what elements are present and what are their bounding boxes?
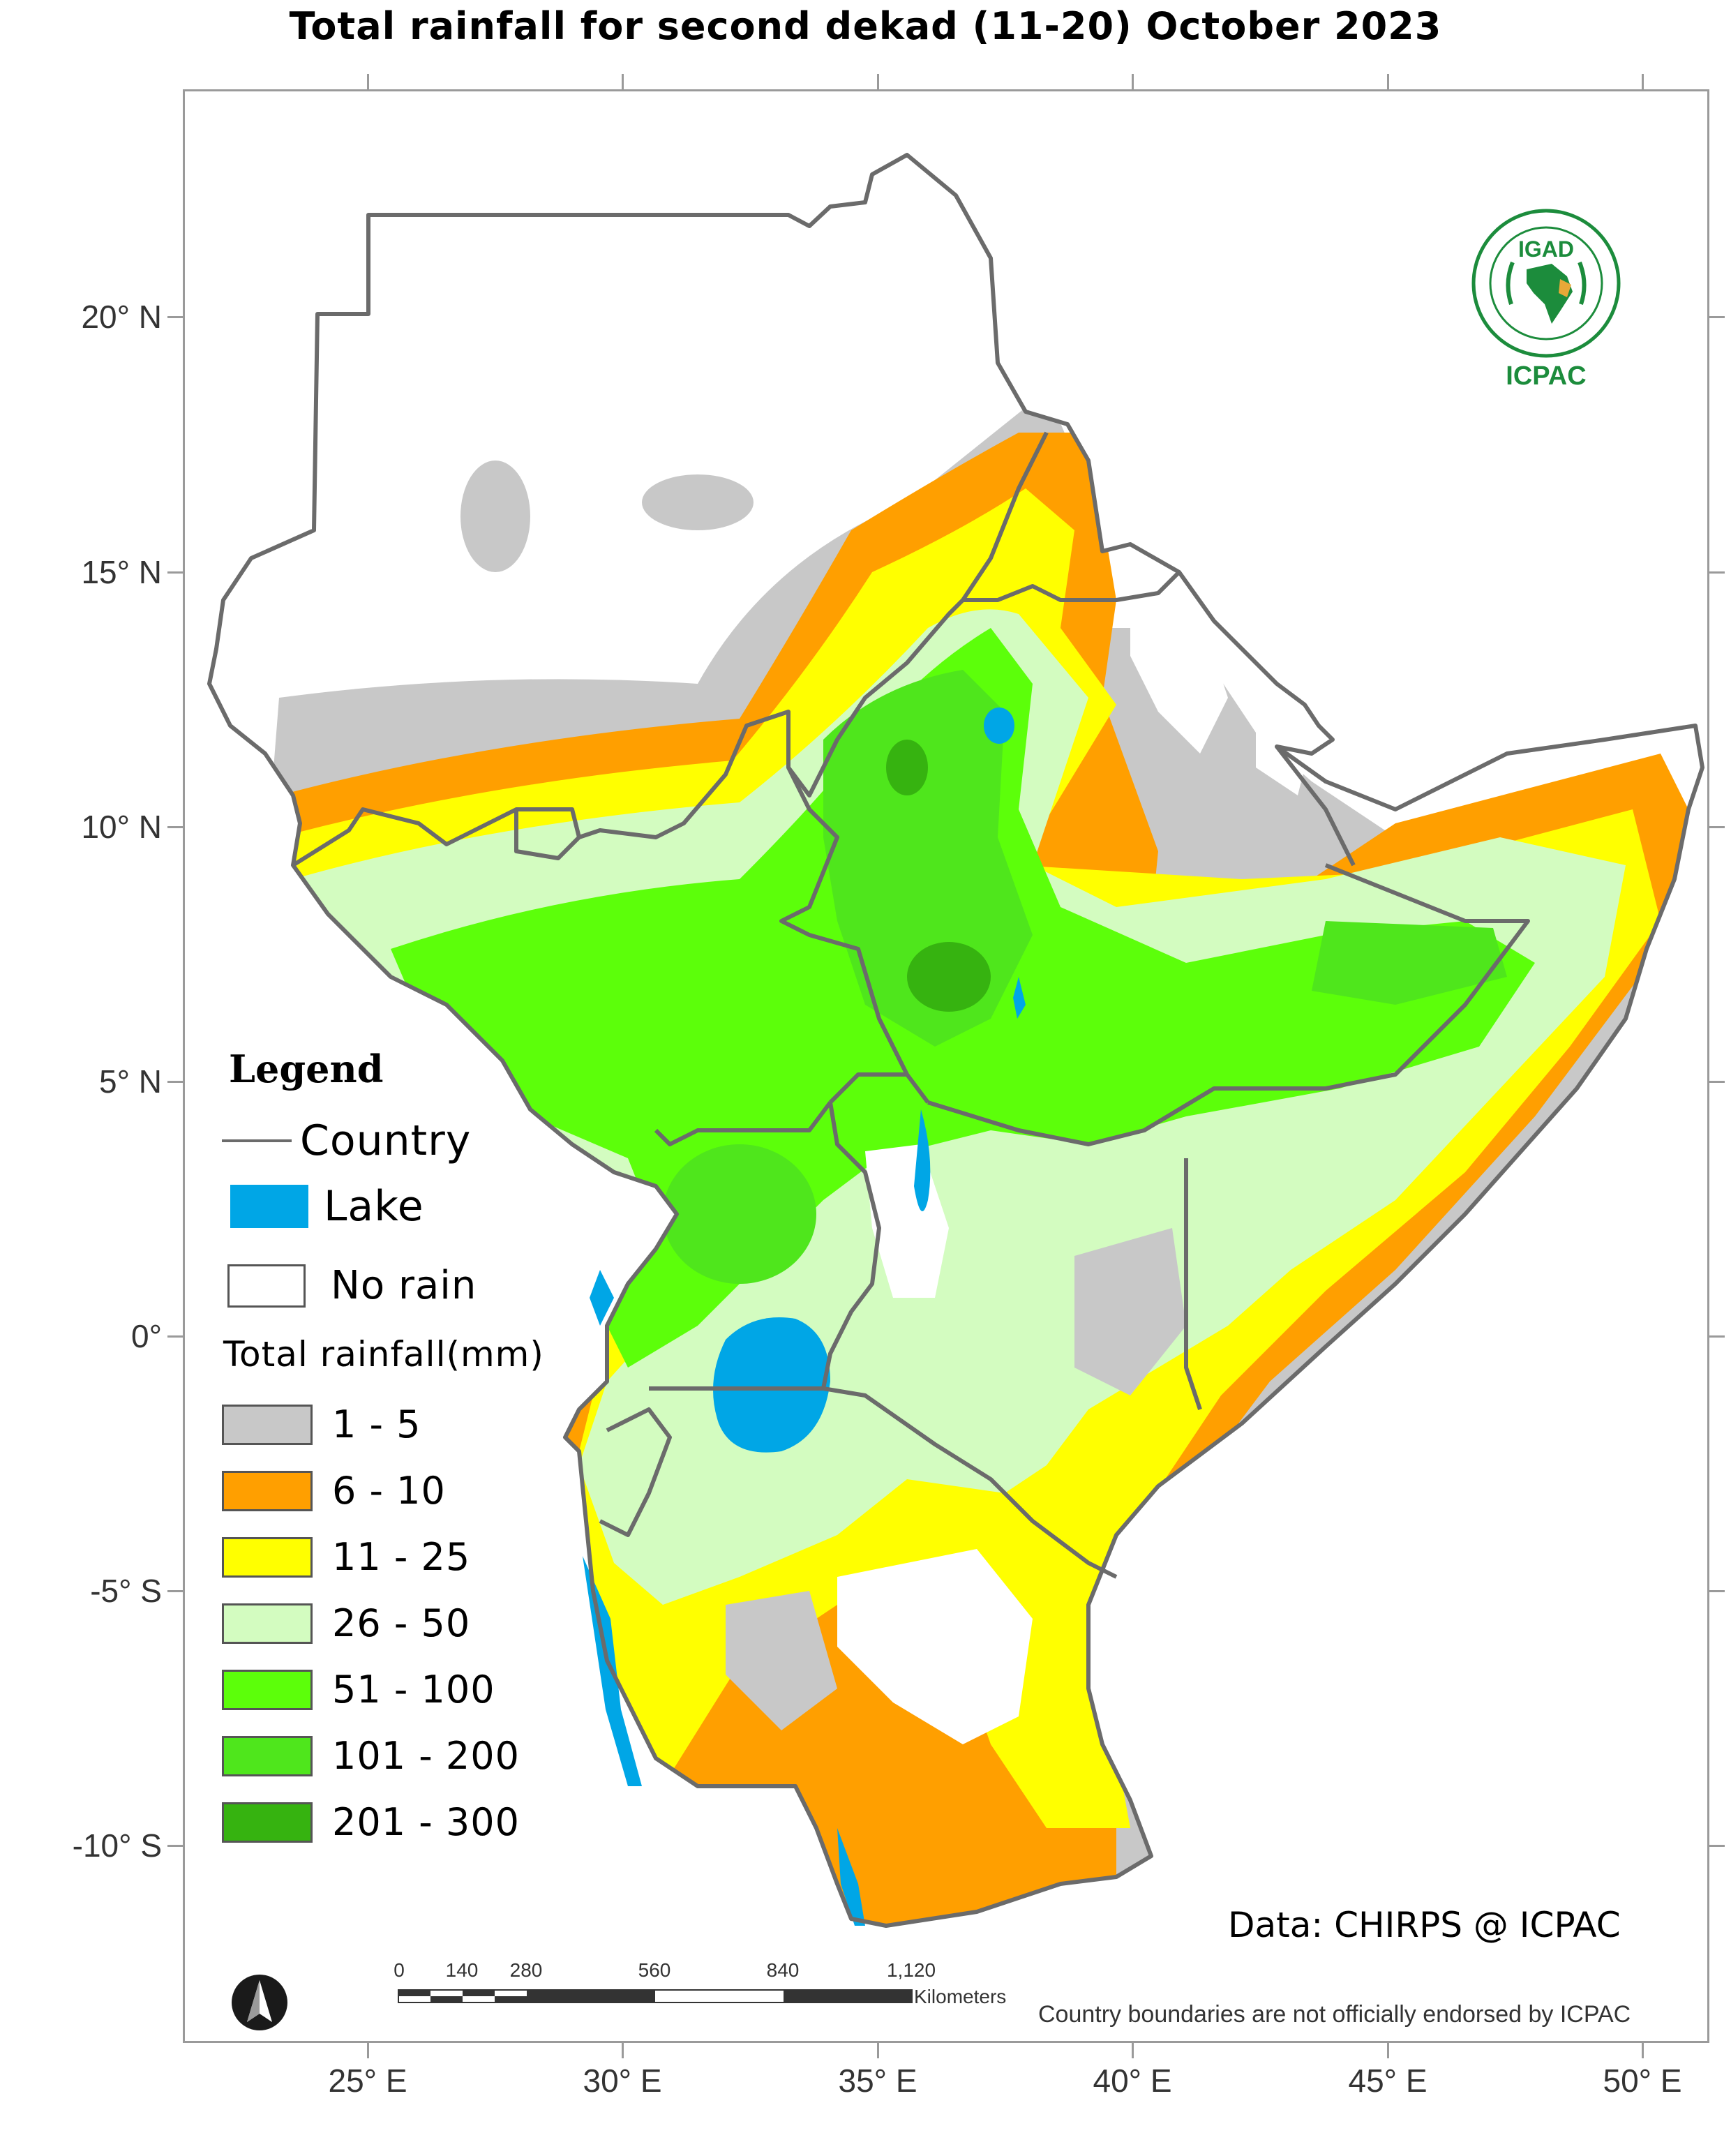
legend-class-row: 6 - 10 [222,1469,446,1513]
x-tick [1132,2043,1134,2058]
x-tick [367,2043,369,2058]
legend-rainfall-heading: Total rainfall(mm) [223,1334,544,1375]
legend-country: Country [222,1116,471,1165]
x-tick [1642,2043,1644,2058]
legend-class-swatch [222,1470,313,1511]
scale-tick-label: 140 [445,1959,479,1981]
legend-title: Legend [229,1047,384,1091]
y-axis-label: 5° N [99,1063,162,1100]
y-tick-right [1709,826,1725,828]
x-tick-top [877,74,879,89]
legend-class-label: 1 - 5 [332,1402,421,1446]
x-axis-label: 35° E [838,2063,917,2099]
y-tick [167,826,183,828]
boundary-disclaimer: Country boundaries are not officially en… [1038,2001,1631,2028]
x-tick-top [1642,74,1644,89]
scale-units: Kilometers [914,1986,1007,2007]
legend-class-label: 11 - 25 [332,1535,471,1579]
map-frame [183,89,1709,2043]
y-axis-label: 0° [131,1318,162,1354]
north-arrow-icon [232,1975,287,2030]
scale-tick-label: 560 [638,1959,671,1981]
legend-class-swatch [222,1603,313,1644]
data-credit: Data: CHIRPS @ ICPAC [1228,1905,1621,1945]
legend-class-label: 6 - 10 [332,1469,446,1513]
legend-lake-label: Lake [324,1182,424,1231]
logo-igad-text: IGAD [1518,237,1574,262]
y-tick-right [1709,316,1725,318]
y-axis-label: -10° S [72,1827,162,1864]
legend-class-row: 11 - 25 [222,1535,470,1579]
lake-tana [984,708,1014,744]
y-tick [167,1081,183,1083]
scale-tick-label: 280 [509,1959,543,1981]
x-axis-label: 45° E [1348,2063,1427,2099]
legend-country-label: Country [300,1116,472,1165]
scale-bar-graphic [398,1989,913,2003]
legend-class-row: 51 - 100 [222,1668,495,1712]
legend-class-row: 201 - 300 [222,1800,520,1844]
x-tick [1387,2043,1389,2058]
y-tick [167,316,183,318]
region-boundary [207,153,1704,1928]
x-tick-top [367,74,369,89]
y-tick-right [1709,1335,1725,1338]
lake-swatch [230,1185,308,1228]
legend-class-swatch [222,1536,313,1578]
legend-class-swatch [222,1669,313,1710]
x-tick-top [1132,74,1134,89]
x-axis-label: 50° E [1603,2063,1682,2099]
legend-no-rain-label: No rain [331,1263,477,1308]
y-axis-label: -5° S [90,1573,162,1609]
x-axis-label: 25° E [328,2063,407,2099]
y-axis-label: 10° N [81,809,162,845]
igad-logo: IGAD ICPAC [1462,207,1630,395]
legend-class-row: 26 - 50 [222,1601,470,1645]
legend-no-rain: No rain [222,1263,477,1308]
legend-class-label: 51 - 100 [332,1668,495,1712]
legend-class-label: 201 - 300 [332,1800,520,1844]
no-rain-swatch [227,1264,306,1308]
scale-tick-label: 0 [394,1959,405,1981]
lake-albert [590,1270,614,1326]
y-tick [167,1590,183,1592]
legend-class-row: 101 - 200 [222,1734,520,1778]
legend-class-swatch [222,1404,313,1445]
y-tick [167,1845,183,1847]
map-title: Total rainfall for second dekad (11-20) … [289,4,1442,48]
x-tick [622,2043,624,2058]
scale-tick-label: 1,120 [886,1959,936,1981]
legend-class-swatch [222,1735,313,1776]
legend-class-swatch [222,1802,313,1843]
y-tick [167,571,183,574]
x-axis-label: 30° E [583,2063,662,2099]
country-line-swatch [222,1139,292,1142]
y-axis-label: 15° N [81,554,162,590]
legend-class-label: 26 - 50 [332,1601,471,1645]
y-tick-right [1709,571,1725,574]
y-tick-right [1709,1590,1725,1592]
lake-turkana [914,1109,931,1211]
x-tick-top [1387,74,1389,89]
scale-tick-label: 840 [766,1959,800,1981]
lake-victoria [713,1317,830,1453]
x-tick-top [622,74,624,89]
y-tick-right [1709,1845,1725,1847]
lake-malawi [837,1828,865,1926]
lake-abaya [1013,977,1026,1019]
y-tick [167,1335,183,1338]
legend-lake: Lake [222,1182,424,1231]
x-axis-label: 40° E [1093,2063,1172,2099]
y-tick-right [1709,1081,1725,1083]
x-tick [877,2043,879,2058]
country-boundaries [292,431,1530,1579]
logo-icpac-text: ICPAC [1506,361,1587,391]
legend-class-label: 101 - 200 [332,1734,520,1778]
legend-class-row: 1 - 5 [222,1402,421,1446]
y-axis-label: 20° N [81,299,162,335]
